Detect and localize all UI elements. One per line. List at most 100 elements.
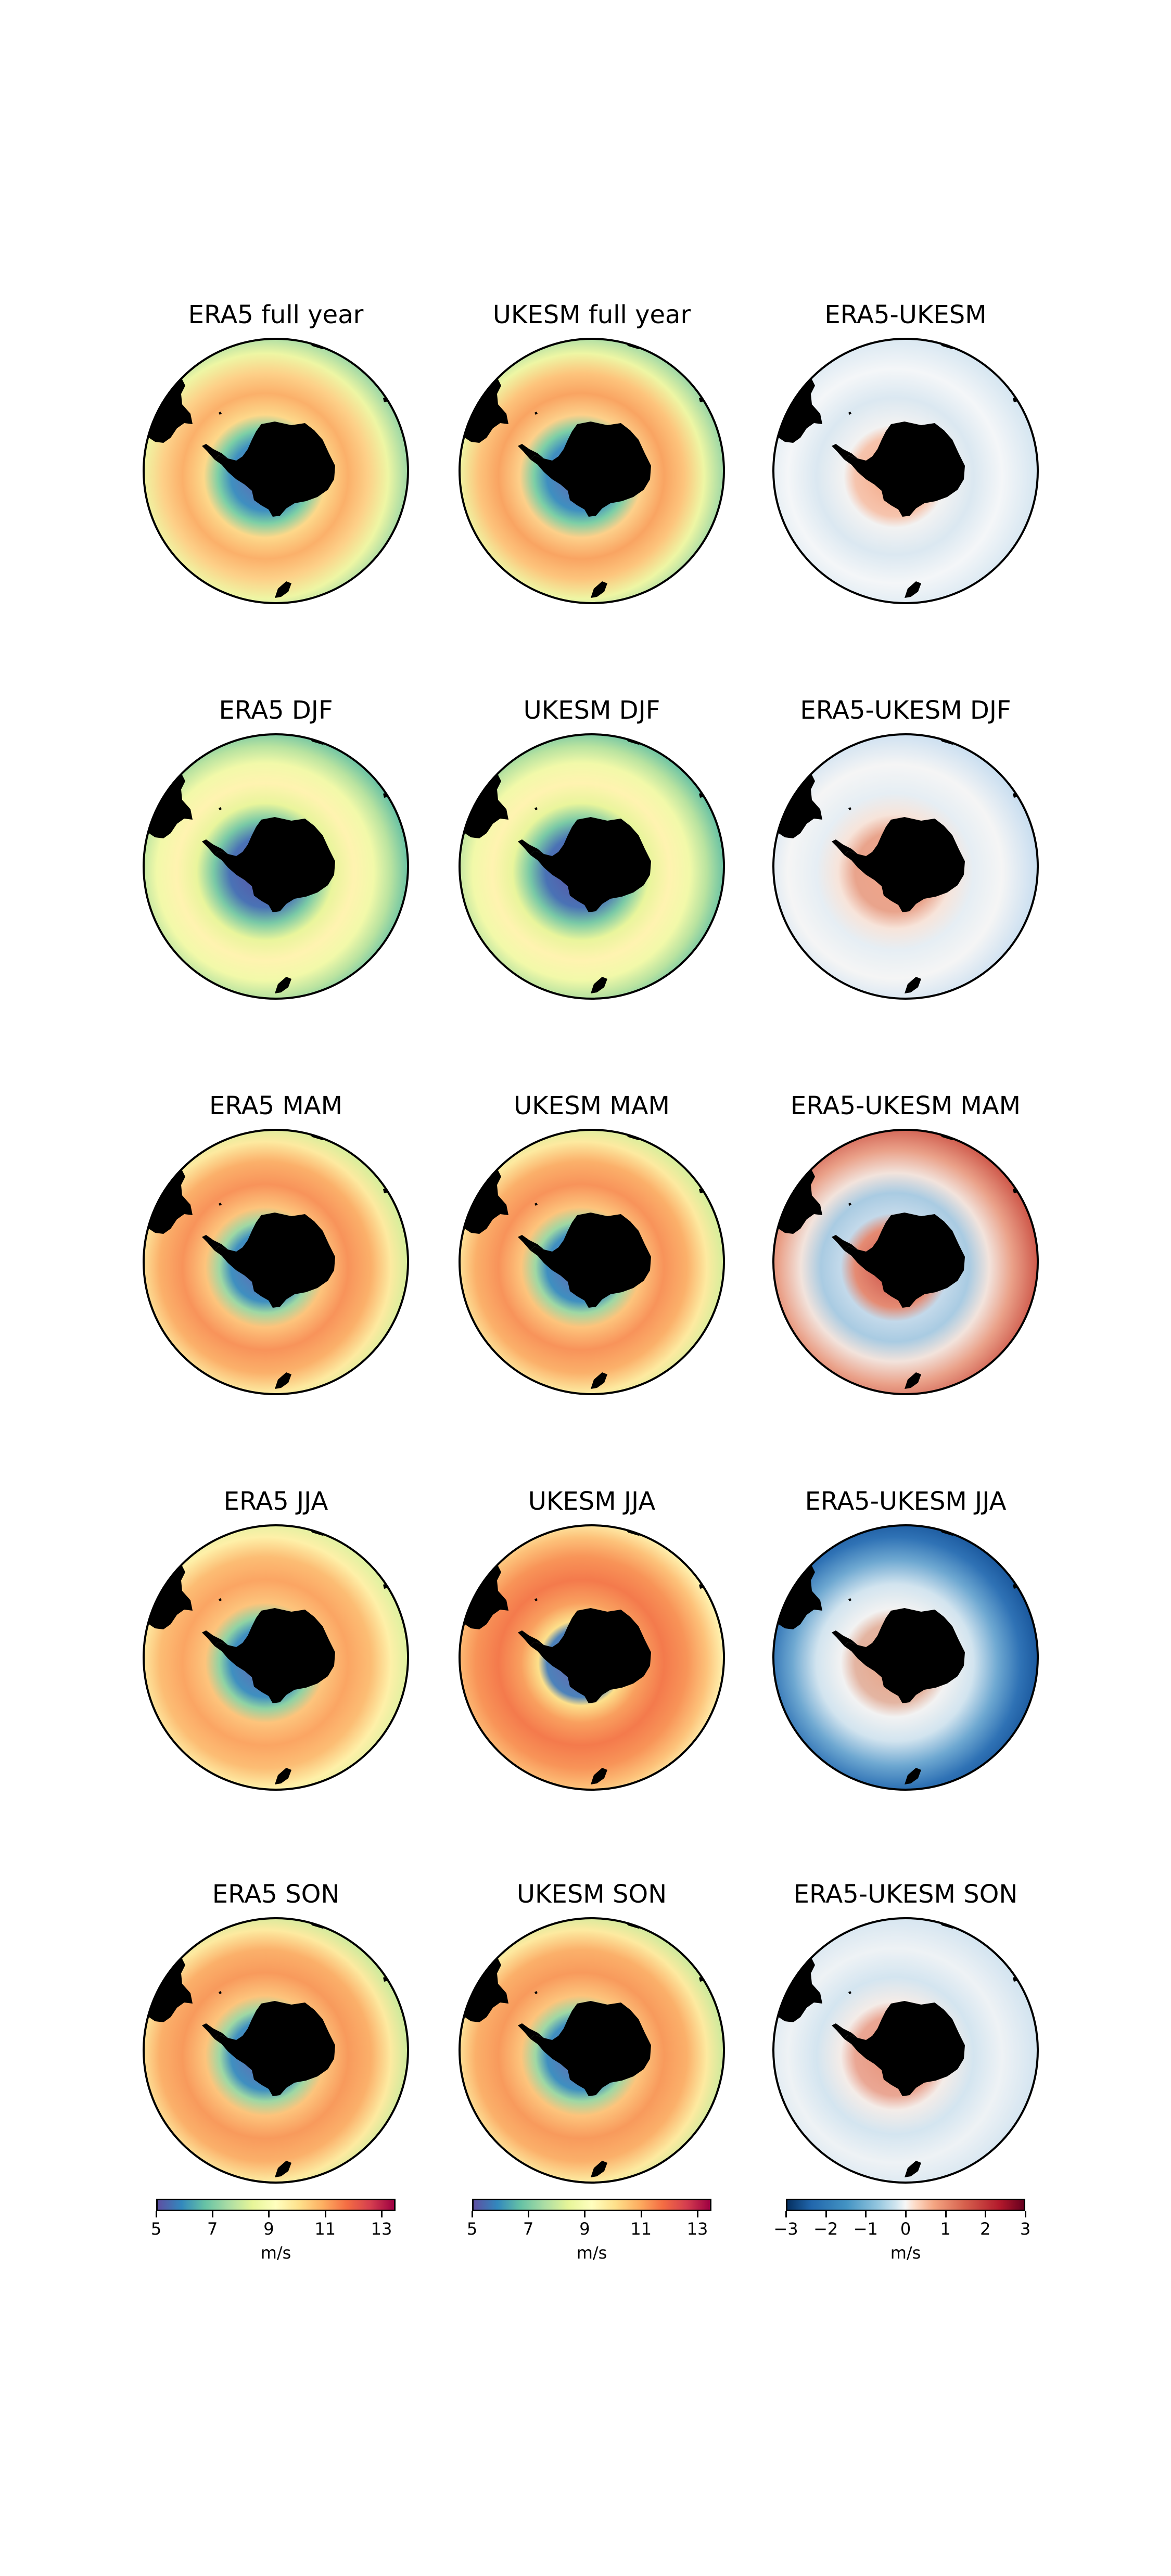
panel-title: ERA5 MAM	[209, 1091, 343, 1120]
colorbar-tick-label: −3	[773, 2219, 798, 2239]
colorbar-tick-label: 9	[579, 2219, 590, 2239]
colorbar-tick	[584, 2211, 586, 2217]
colorbar-tick	[380, 2211, 383, 2217]
map-boundary	[459, 338, 725, 604]
colorbar-gradient	[156, 2199, 396, 2211]
island-landmass	[848, 1598, 851, 1601]
antarctica-landmass	[844, 2001, 965, 2096]
colorbar-tick-label: −1	[853, 2219, 878, 2239]
map-boundary	[772, 1129, 1039, 1395]
south-america-landmass	[460, 377, 508, 443]
colorbar-tick	[785, 2211, 787, 2217]
colorbar-tick-label: 0	[900, 2219, 911, 2239]
south-america-landmass	[773, 1168, 822, 1234]
panel-title: ERA5 SON	[212, 1880, 340, 1909]
panel-title: ERA5 full year	[188, 300, 364, 329]
new-zealand-landmass	[591, 1768, 607, 1784]
antarctic-peninsula	[832, 839, 858, 855]
panel-title: ERA5-UKESM MAM	[790, 1091, 1021, 1120]
antarctic-peninsula	[202, 839, 228, 855]
antarctica-landmass	[530, 2001, 651, 2096]
map-boundary	[143, 1917, 409, 2184]
new-zealand-landmass	[275, 2161, 291, 2177]
colorbar-tick-label: 7	[207, 2219, 218, 2239]
map-boundary	[772, 733, 1039, 1000]
antarctic-peninsula	[518, 1630, 544, 1646]
island-landmass	[534, 412, 538, 415]
colorbar-tick	[156, 2211, 157, 2217]
polar-map	[459, 1129, 725, 1395]
colorbar-unit-label: m/s	[890, 2243, 921, 2263]
colorbar-tick-label: 2	[980, 2219, 991, 2239]
antarctic-peninsula	[202, 1630, 228, 1646]
colorbar-tick	[865, 2211, 867, 2217]
antarctic-peninsula	[202, 444, 228, 460]
south-america-landmass	[144, 773, 193, 838]
map-boundary	[772, 1917, 1039, 2184]
antarctica-landmass	[214, 422, 335, 517]
polar-map	[772, 1917, 1039, 2184]
south-america-landmass	[773, 1564, 822, 1629]
island-landmass	[848, 1991, 851, 1994]
south-america-landmass	[460, 773, 508, 838]
colorbar-tick-label: 5	[466, 2219, 478, 2239]
colorbar-tick-label: 5	[150, 2219, 162, 2239]
polar-map	[772, 338, 1039, 604]
polar-map	[143, 733, 409, 1000]
new-zealand-landmass	[275, 977, 291, 993]
map-boundary	[772, 1524, 1039, 1791]
panel-title: UKESM DJF	[523, 696, 660, 725]
colorbar-tick-label: 11	[314, 2219, 336, 2239]
panel-title: UKESM JJA	[528, 1487, 656, 1516]
colorbar-tick	[696, 2211, 698, 2217]
antarctic-peninsula	[832, 2023, 858, 2039]
island-landmass	[534, 1203, 538, 1206]
antarctic-peninsula	[832, 1630, 858, 1646]
colorbar-tick	[324, 2211, 326, 2217]
panel-title: ERA5-UKESM JJA	[805, 1487, 1007, 1516]
island-landmass	[534, 1598, 538, 1601]
map-boundary	[143, 338, 409, 604]
colorbar-tick	[985, 2211, 987, 2217]
island-landmass	[219, 1203, 222, 1206]
polar-map	[143, 1917, 409, 2184]
colorbar-unit-label: m/s	[576, 2243, 607, 2263]
antarctica-landmass	[214, 817, 335, 912]
island-landmass	[848, 412, 851, 415]
island-landmass	[219, 412, 222, 415]
new-zealand-landmass	[275, 1768, 291, 1784]
polar-map	[459, 733, 725, 1000]
colorbar-tick-label: 1	[940, 2219, 951, 2239]
island-landmass	[219, 1598, 222, 1601]
antarctica-landmass	[530, 1608, 651, 1703]
colorbar: 5 7 9 11 13 m/s	[467, 2199, 711, 2282]
south-america-landmass	[144, 1957, 193, 2022]
panel-title: ERA5-UKESM DJF	[800, 696, 1011, 725]
antarctic-peninsula	[518, 1235, 544, 1251]
polar-map	[143, 1524, 409, 1791]
colorbar-tick	[268, 2211, 270, 2217]
south-america-landmass	[460, 1957, 508, 2022]
new-zealand-landmass	[591, 2161, 607, 2177]
island-landmass	[848, 807, 851, 810]
colorbar-tick	[212, 2211, 214, 2217]
colorbar-tick	[528, 2211, 530, 2217]
panel-title: UKESM MAM	[514, 1091, 670, 1120]
island-landmass	[848, 1203, 851, 1206]
new-zealand-landmass	[905, 1768, 921, 1784]
colorbar-unit-label: m/s	[260, 2243, 291, 2263]
colorbar-tick	[1025, 2211, 1026, 2217]
south-america-landmass	[460, 1168, 508, 1234]
polar-map	[772, 733, 1039, 1000]
new-zealand-landmass	[591, 581, 607, 598]
polar-map	[459, 1917, 725, 2184]
colorbar-tick	[945, 2211, 947, 2217]
map-boundary	[772, 338, 1039, 604]
new-zealand-landmass	[905, 1372, 921, 1389]
antarctic-peninsula	[518, 839, 544, 855]
map-boundary	[459, 1129, 725, 1395]
colorbar: 5 7 9 11 13 m/s	[151, 2199, 396, 2282]
colorbar-gradient	[472, 2199, 711, 2211]
new-zealand-landmass	[591, 977, 607, 993]
antarctica-landmass	[844, 817, 965, 912]
